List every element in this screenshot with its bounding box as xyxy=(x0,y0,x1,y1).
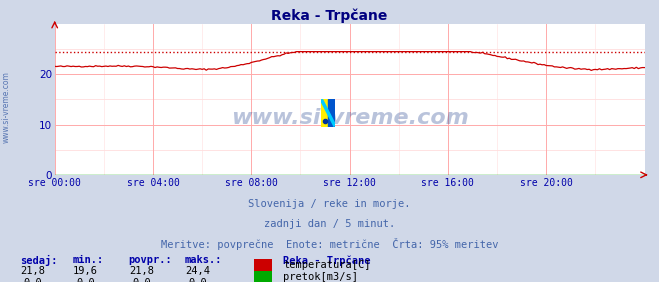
Text: 21,8: 21,8 xyxy=(20,266,45,276)
Text: sedaj:: sedaj: xyxy=(20,255,57,266)
Text: zadnji dan / 5 minut.: zadnji dan / 5 minut. xyxy=(264,219,395,228)
Text: povpr.:: povpr.: xyxy=(129,255,172,265)
Text: Slovenija / reke in morje.: Slovenija / reke in morje. xyxy=(248,199,411,209)
Text: 0,0: 0,0 xyxy=(24,278,42,282)
Text: maks.:: maks.: xyxy=(185,255,222,265)
Text: min.:: min.: xyxy=(72,255,103,265)
Text: Reka - Trpčane: Reka - Trpčane xyxy=(272,8,387,23)
Text: 24,4: 24,4 xyxy=(185,266,210,276)
Text: 19,6: 19,6 xyxy=(73,266,98,276)
Text: 0,0: 0,0 xyxy=(132,278,151,282)
Text: 0,0: 0,0 xyxy=(188,278,207,282)
Text: 21,8: 21,8 xyxy=(129,266,154,276)
Text: Reka - Trpčane: Reka - Trpčane xyxy=(283,255,371,266)
Bar xyxy=(321,99,328,127)
Text: 0,0: 0,0 xyxy=(76,278,95,282)
Bar xyxy=(328,99,335,127)
Text: www.si-vreme.com: www.si-vreme.com xyxy=(2,71,11,143)
Text: pretok[m3/s]: pretok[m3/s] xyxy=(283,272,358,282)
Text: www.si-vreme.com: www.si-vreme.com xyxy=(231,107,469,127)
Text: Meritve: povprečne  Enote: metrične  Črta: 95% meritev: Meritve: povprečne Enote: metrične Črta:… xyxy=(161,238,498,250)
Text: temperatura[C]: temperatura[C] xyxy=(283,260,371,270)
